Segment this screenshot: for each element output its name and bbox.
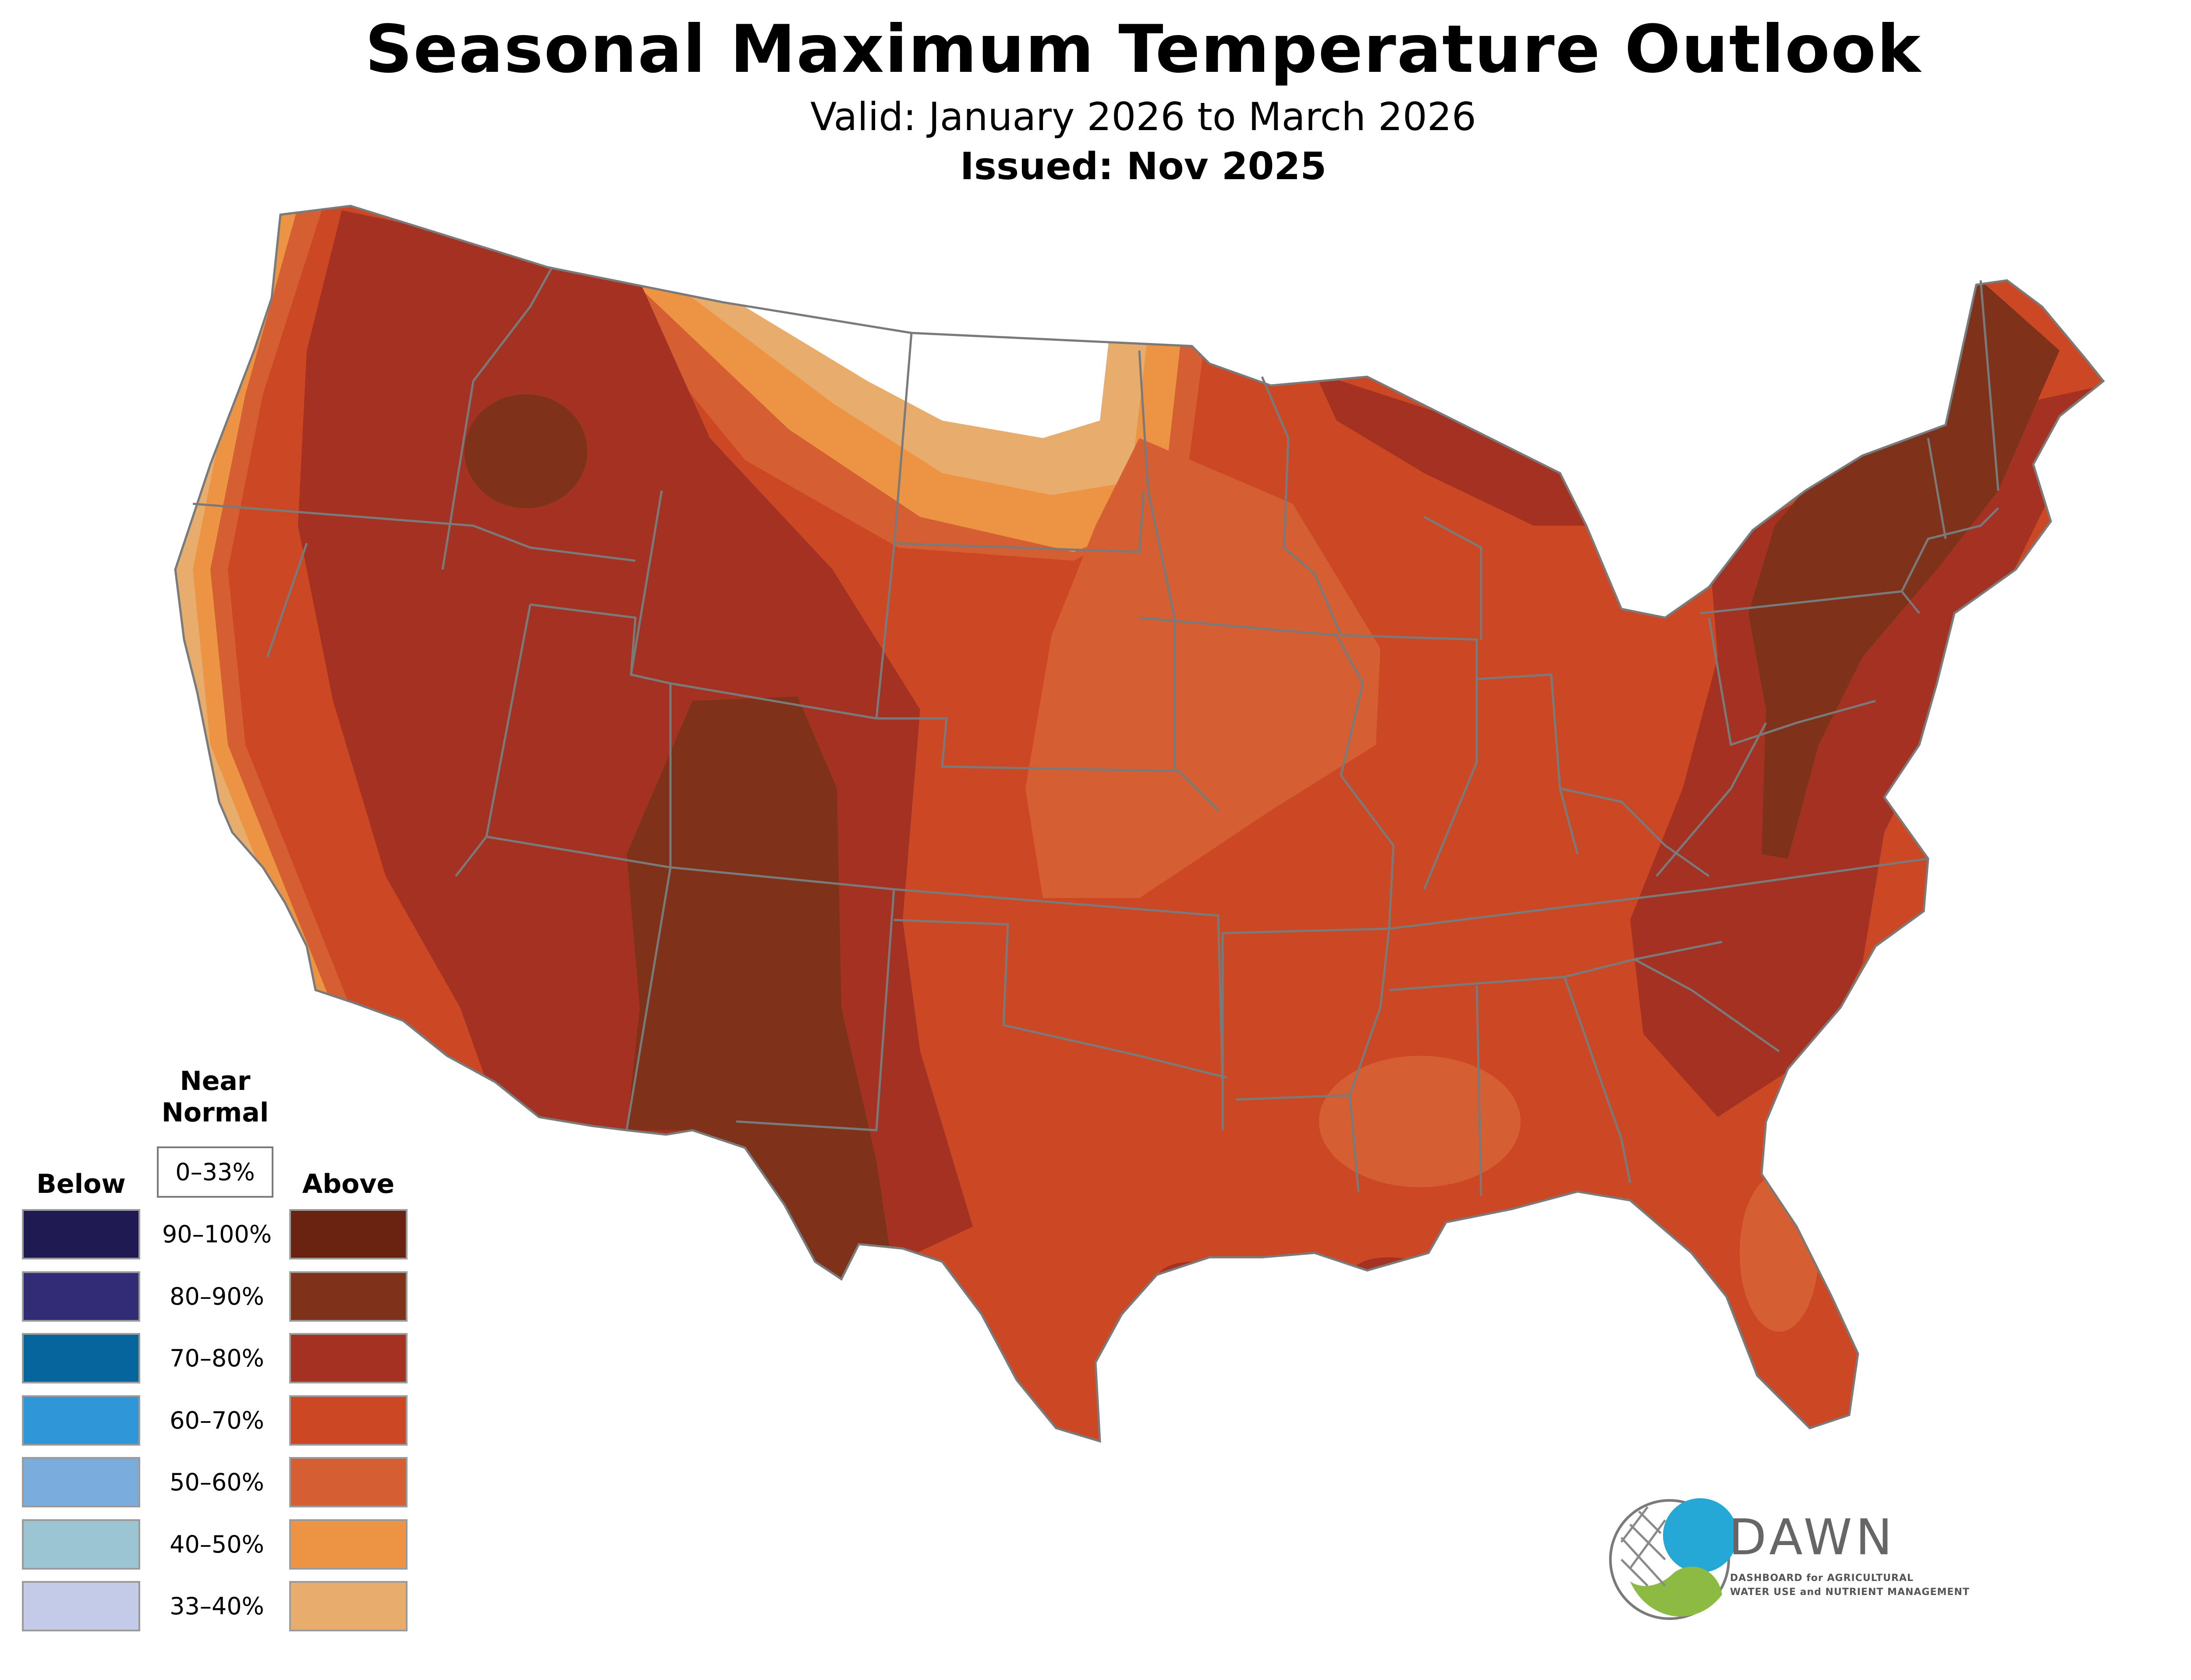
near-normal-line2: Normal xyxy=(161,1097,269,1128)
legend-above-swatch xyxy=(289,1209,408,1259)
legend-range-label: 90–100% xyxy=(162,1220,272,1248)
legend-below-swatch xyxy=(22,1333,140,1383)
legend-range-label: 40–50% xyxy=(170,1531,264,1558)
legend-above-swatch xyxy=(289,1457,408,1507)
legend-above-swatch xyxy=(289,1333,408,1383)
issued-date: Issued: Nov 2025 xyxy=(960,145,1327,188)
near-normal-box: 0–33% xyxy=(157,1146,273,1198)
map-title: Seasonal Maximum Temperature Outlook xyxy=(365,11,1922,88)
legend-above-swatch xyxy=(289,1395,408,1446)
legend-above-swatch xyxy=(289,1519,408,1570)
legend-range-label: 70–80% xyxy=(170,1344,264,1372)
above-heading: Above xyxy=(302,1169,395,1199)
dawn-logo-text: DAWN xyxy=(1729,1509,1896,1566)
near-normal-heading: Near Normal xyxy=(157,1065,273,1128)
legend-range-label: 33–40% xyxy=(170,1592,264,1620)
legend-range-label: 80–90% xyxy=(170,1283,264,1310)
legend-below-swatch xyxy=(22,1581,140,1631)
legend-below-swatch xyxy=(22,1519,140,1570)
below-heading: Below xyxy=(36,1169,126,1199)
dawn-logo-icon xyxy=(1609,1498,1737,1620)
legend-range-label: 50–60% xyxy=(170,1468,264,1496)
legend-below-swatch xyxy=(22,1271,140,1322)
near-normal-line1: Near xyxy=(180,1066,251,1096)
state-borders xyxy=(175,206,2103,1441)
legend-below-swatch xyxy=(22,1457,140,1507)
valid-period: Valid: January 2026 to March 2026 xyxy=(810,94,1476,139)
legend-below-swatch xyxy=(22,1395,140,1446)
dawn-tagline-2: WATER USE and NUTRIENT MANAGEMENT xyxy=(1730,1587,1970,1598)
legend-below-swatch xyxy=(22,1209,140,1259)
legend-above-swatch xyxy=(289,1581,408,1631)
legend-range-label: 60–70% xyxy=(170,1407,264,1434)
dawn-tagline-1: DASHBOARD for AGRICULTURAL xyxy=(1730,1573,1914,1584)
legend-above-swatch xyxy=(289,1271,408,1322)
